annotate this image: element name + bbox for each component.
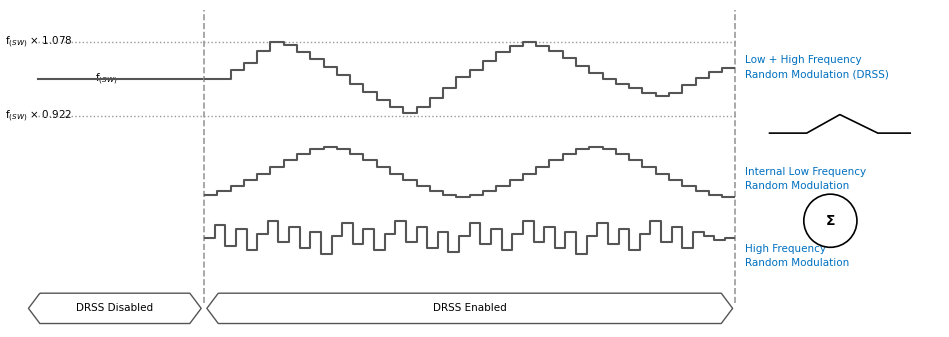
Text: DRSS Enabled: DRSS Enabled <box>433 303 507 313</box>
Text: f$_{(SW)}$: f$_{(SW)}$ <box>95 71 118 87</box>
Text: Low + High Frequency
Random Modulation (DRSS): Low + High Frequency Random Modulation (… <box>745 55 889 80</box>
Text: f$_{(SW)}$ × 1.078: f$_{(SW)}$ × 1.078 <box>5 34 72 50</box>
Text: DRSS Disabled: DRSS Disabled <box>76 303 154 313</box>
Text: High Frequency
Random Modulation: High Frequency Random Modulation <box>745 244 849 268</box>
Text: Σ: Σ <box>826 214 835 228</box>
Text: f$_{(SW)}$ × 0.922: f$_{(SW)}$ × 0.922 <box>5 109 72 124</box>
Text: Internal Low Frequency
Random Modulation: Internal Low Frequency Random Modulation <box>745 166 866 191</box>
